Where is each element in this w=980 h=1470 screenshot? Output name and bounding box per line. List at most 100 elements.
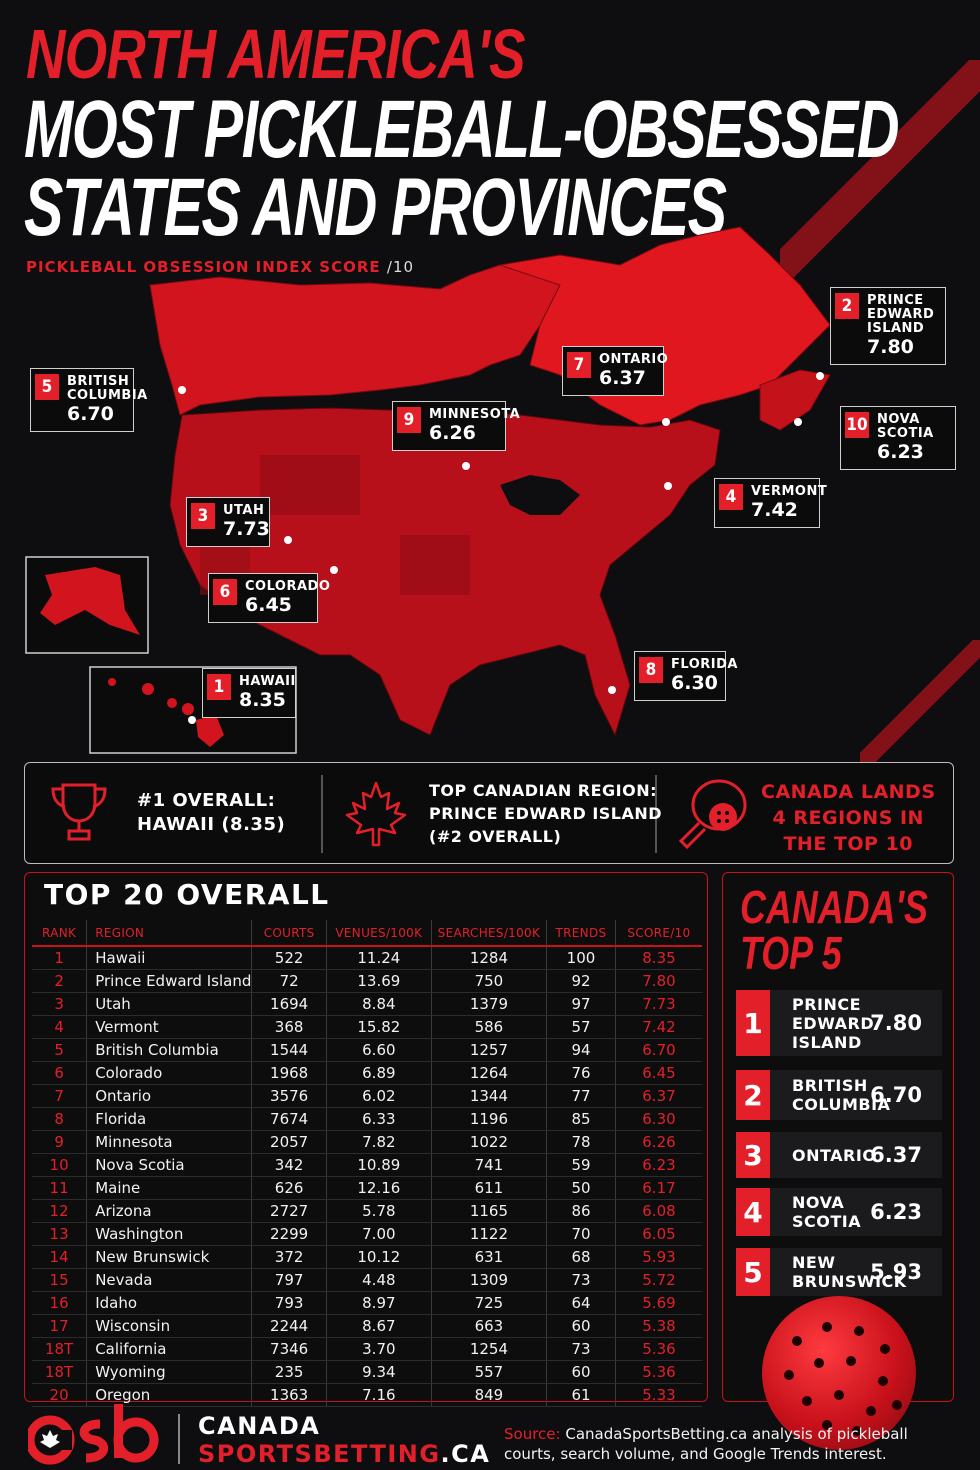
map-marker (284, 536, 292, 544)
ball-hole (822, 1322, 832, 1332)
table-row: 4 Vermont 368 15.82 586 57 7.42 (32, 1015, 702, 1039)
stat-canada-top10: CANADA LANDS 4 REGIONS IN THE TOP 10 (761, 779, 936, 857)
table-row: 13 Washington 2299 7.00 1122 70 6.05 (32, 1222, 702, 1246)
canada-region: NOVA SCOTIA (792, 1193, 862, 1231)
callout-score: 6.37 (599, 367, 646, 389)
map-marker (816, 372, 824, 380)
table-header-row: RANK REGION COURTS VENUES/100K SEARCHES/… (32, 920, 702, 947)
table-row: 17 Wisconsin 2244 8.67 663 60 5.38 (32, 1314, 702, 1338)
canada-rank: 3 (736, 1132, 770, 1178)
ball-hole (892, 1400, 902, 1410)
csb-logo (28, 1404, 159, 1465)
stat-line: 4 REGIONS IN (772, 807, 924, 829)
cell-trends: 92 (546, 969, 616, 993)
callout-rank: 2 (835, 293, 859, 319)
ball-hole (814, 1358, 824, 1368)
col-header-courts: COURTS (251, 920, 327, 947)
cell-searches: 1309 (431, 1268, 548, 1292)
cell-venues: 6.02 (326, 1084, 432, 1108)
cell-trends: 59 (546, 1153, 616, 1177)
cell-courts: 235 (251, 1360, 327, 1384)
cell-score: 6.30 (615, 1107, 702, 1131)
col-header-region: REGION (86, 920, 253, 947)
stat-line: TOP CANADIAN REGION: (429, 781, 658, 800)
cell-region: Nevada (86, 1268, 253, 1292)
cell-trends: 77 (546, 1084, 616, 1108)
cell-courts: 2244 (251, 1314, 327, 1338)
callout-region: COLORADO (245, 579, 331, 594)
cell-searches: 631 (431, 1245, 548, 1269)
cell-searches: 750 (431, 969, 548, 993)
cell-venues: 5.78 (326, 1199, 432, 1223)
canada-score: 6.37 (870, 1143, 922, 1167)
canada-top5-title-line: CANADA'S (740, 881, 928, 933)
pickleball-paddle-icon (678, 779, 747, 850)
canada-top5-row: 4 NOVA SCOTIA 6.23 (736, 1188, 942, 1236)
map-callout-pei: 2 PRINCE EDWARD ISLAND 7.80 (830, 287, 946, 365)
callout-region: UTAH (223, 503, 265, 518)
north-america-map (25, 226, 831, 754)
maple-leaf-icon (345, 781, 407, 847)
map-maritimes (759, 369, 831, 431)
decorative-stripe (860, 640, 980, 770)
cell-rank: 6 (32, 1061, 88, 1085)
map-alaska (40, 567, 140, 635)
map-hawaii-island (108, 678, 116, 686)
cell-trends: 76 (546, 1061, 616, 1085)
cell-region: British Columbia (86, 1038, 253, 1062)
table-row: 18T Wyoming 235 9.34 557 60 5.36 (32, 1360, 702, 1384)
callout-score: 7.80 (867, 336, 914, 358)
cell-venues: 9.34 (326, 1360, 432, 1384)
map-marker (330, 566, 338, 574)
cell-score: 7.73 (615, 992, 702, 1016)
map-subtitle: PICKLEBALL OBSESSION INDEX SCORE /10 (26, 258, 415, 276)
callout-rank: 5 (35, 374, 59, 400)
map-callout-vermont: 4 VERMONT 7.42 (714, 478, 827, 528)
cell-searches: 1344 (431, 1084, 548, 1108)
table-row: 5 British Columbia 1544 6.60 1257 94 6.70 (32, 1038, 702, 1062)
map-great-lakes (500, 475, 580, 515)
callout-score: 7.73 (223, 518, 270, 540)
cell-searches: 1379 (431, 992, 548, 1016)
cell-courts: 626 (251, 1176, 327, 1200)
divider (655, 775, 657, 853)
ball-hole (802, 1396, 812, 1406)
stat-line: PRINCE EDWARD ISLAND (429, 804, 663, 823)
cell-trends: 61 (546, 1383, 616, 1407)
cell-region: Florida (86, 1107, 253, 1131)
map-callout-minnesota: 9 MINNESOTA 6.26 (392, 401, 520, 451)
cell-courts: 3576 (251, 1084, 327, 1108)
canada-score: 6.70 (870, 1083, 922, 1107)
canada-region: PRINCE EDWARD ISLAND (792, 994, 875, 1052)
ball-hole (834, 1390, 844, 1400)
cell-trends: 73 (546, 1268, 616, 1292)
col-header-trends: TRENDS (546, 920, 616, 947)
cell-region: Wisconsin (86, 1314, 253, 1338)
table-row: 3 Utah 1694 8.84 1379 97 7.73 (32, 992, 702, 1016)
cell-searches: 611 (431, 1176, 548, 1200)
cell-trends: 94 (546, 1038, 616, 1062)
cell-venues: 8.84 (326, 992, 432, 1016)
table-row: 1 Hawaii 522 11.24 1284 100 8.35 (32, 946, 702, 970)
map-hawaii-island (142, 683, 154, 695)
table-row: 12 Arizona 2727 5.78 1165 86 6.08 (32, 1199, 702, 1223)
source-text: CanadaSportsBetting.ca analysis of pickl… (504, 1425, 908, 1463)
cell-region: Hawaii (86, 946, 253, 970)
map-state-shade (260, 455, 360, 515)
cell-rank: 9 (32, 1130, 88, 1154)
map-callout-utah: 3 UTAH 7.73 (186, 497, 270, 547)
cell-searches: 725 (431, 1291, 548, 1315)
cell-score: 6.17 (615, 1176, 702, 1200)
cell-venues: 8.67 (326, 1314, 432, 1338)
cell-region: New Brunswick (86, 1245, 253, 1269)
cell-region: Idaho (86, 1291, 253, 1315)
cell-score: 6.23 (615, 1153, 702, 1177)
cell-venues: 11.24 (326, 946, 432, 970)
brand-name-line1: CANADA (198, 1412, 321, 1440)
cell-score: 6.05 (615, 1222, 702, 1246)
callout-rank: 1 (207, 674, 231, 700)
cell-score: 7.42 (615, 1015, 702, 1039)
table-row: 8 Florida 7674 6.33 1196 85 6.30 (32, 1107, 702, 1131)
stat-top-overall: #1 OVERALL: HAWAII (8.35) (137, 789, 285, 837)
table-body: 1 Hawaii 522 11.24 1284 100 8.35 2 Prince Edward… (32, 946, 702, 1407)
